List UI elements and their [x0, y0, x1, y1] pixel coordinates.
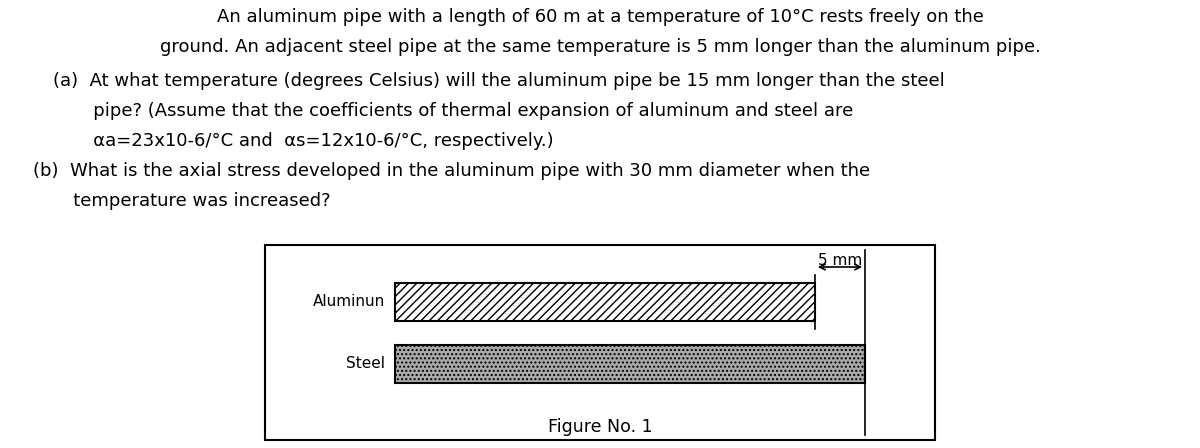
- Text: temperature was increased?: temperature was increased?: [10, 192, 331, 210]
- Bar: [395, 283, 815, 321]
- Text: Figure No. 1: Figure No. 1: [547, 418, 653, 436]
- Text: αa=23x10-6/°C and  αs=12x10-6/°C, respectively.): αa=23x10-6/°C and αs=12x10-6/°C, respect…: [30, 132, 553, 150]
- Text: ground. An adjacent steel pipe at the same temperature is 5 mm longer than the a: ground. An adjacent steel pipe at the sa…: [160, 38, 1040, 56]
- Bar: [265, 245, 935, 440]
- Text: 5 mm: 5 mm: [818, 253, 862, 268]
- Text: An aluminum pipe with a length of 60 m at a temperature of 10°C rests freely on : An aluminum pipe with a length of 60 m a…: [216, 8, 984, 26]
- Text: (b)  What is the axial stress developed in the aluminum pipe with 30 mm diameter: (b) What is the axial stress developed i…: [10, 162, 870, 180]
- Bar: [395, 345, 865, 383]
- Text: Steel: Steel: [346, 357, 385, 371]
- Text: pipe? (Assume that the coefficients of thermal expansion of aluminum and steel a: pipe? (Assume that the coefficients of t…: [30, 102, 853, 120]
- Text: Aluminun: Aluminun: [313, 294, 385, 310]
- Text: (a)  At what temperature (degrees Celsius) will the aluminum pipe be 15 mm longe: (a) At what temperature (degrees Celsius…: [30, 72, 944, 90]
